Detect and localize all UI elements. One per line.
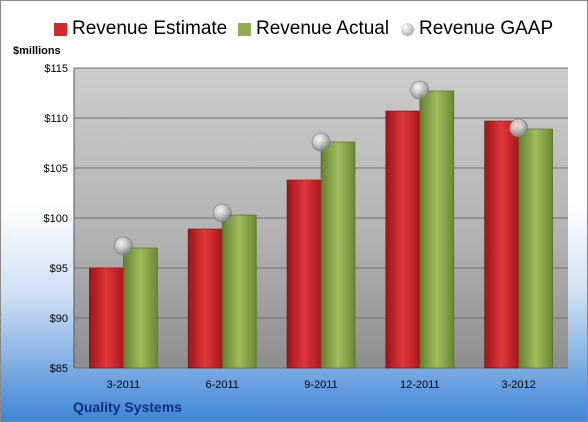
y-tick-label: $115	[44, 63, 68, 75]
x-tick-label: 3-2012	[501, 379, 535, 391]
legend-swatch-estimate	[54, 22, 67, 36]
y-tick-label: $100	[44, 213, 68, 225]
marker-revenue-gaap	[509, 118, 528, 138]
bar-revenue-actual	[221, 214, 257, 369]
bar-revenue-actual	[518, 128, 553, 369]
x-tick-label: 3-2011	[107, 379, 140, 391]
marker-revenue-gaap	[114, 236, 133, 256]
bar-revenue-actual	[123, 247, 158, 369]
marker-revenue-gaap	[311, 132, 331, 152]
bar-revenue-estimate	[89, 267, 124, 369]
bars	[89, 90, 553, 369]
marker-revenue-gaap	[410, 80, 430, 100]
company-name: Quality Systems	[73, 399, 182, 415]
legend-swatch-actual	[238, 22, 251, 36]
bar-revenue-actual	[419, 90, 455, 369]
bar-revenue-estimate	[385, 110, 421, 369]
y-tick-label: $85	[50, 363, 68, 375]
legend-swatch-gaap	[401, 22, 414, 36]
legend-item-actual: Revenue Actual	[238, 17, 389, 41]
legend-item-estimate: Revenue Estimate	[54, 17, 227, 41]
y-tick-label: $90	[50, 313, 68, 325]
x-tick-label: 9-2011	[304, 379, 337, 391]
legend: Revenue Estimate Revenue Actual Revenue …	[1, 17, 587, 41]
y-tick-labels: $85 $90 $95 $100 $105 $110 $115	[44, 63, 68, 375]
x-tick-labels: 3-2011 6-2011 9-2011 12-2011 3-2012	[107, 379, 536, 391]
y-tick-label: $95	[50, 263, 68, 275]
legend-label-gaap: Revenue GAAP	[419, 18, 554, 39]
bar-revenue-estimate	[187, 228, 223, 369]
y-unit-label: $millions	[13, 45, 61, 57]
bar-revenue-estimate	[484, 120, 519, 369]
y-tick-label: $110	[44, 113, 68, 125]
x-tick-label: 12-2011	[400, 379, 440, 391]
bar-revenue-estimate	[286, 179, 322, 369]
legend-item-gaap: Revenue GAAP	[401, 17, 553, 41]
legend-label-actual: Revenue Actual	[256, 18, 390, 39]
gaap-markers	[114, 80, 528, 256]
marker-revenue-gaap	[212, 203, 232, 223]
bar-revenue-actual	[320, 141, 356, 369]
legend-label-estimate: Revenue Estimate	[72, 18, 228, 39]
x-tick-label: 6-2011	[205, 379, 238, 391]
y-tick-label: $105	[44, 163, 68, 175]
